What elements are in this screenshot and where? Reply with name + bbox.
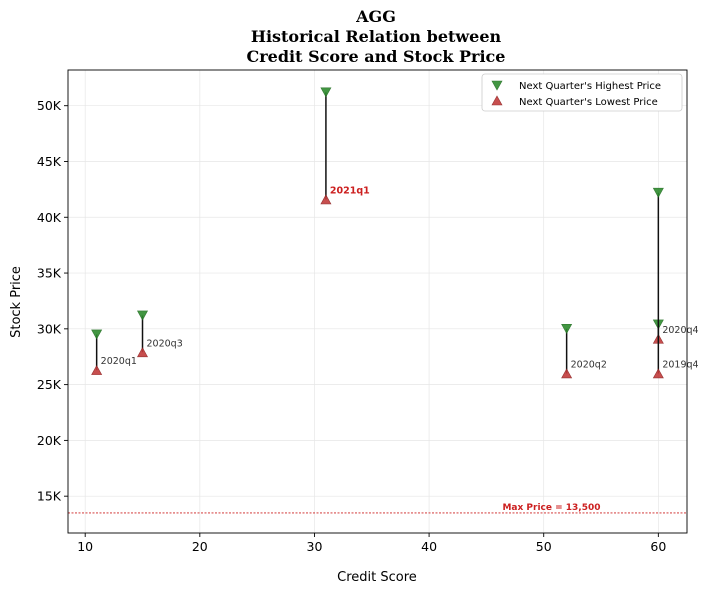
y-tick-label: 45K xyxy=(37,154,62,169)
legend: Next Quarter's Highest Price Next Quarte… xyxy=(481,73,683,112)
axes: 10 20 30 40 50 60 15K 20K 25K 30K 35K 40K 45K 50K xyxy=(37,98,666,554)
y-tick-label: 30K xyxy=(37,321,62,336)
y-tick-label: 50K xyxy=(37,98,62,113)
point-label: 2020q2 xyxy=(571,359,607,370)
high-price-marker xyxy=(91,329,103,340)
price-range-2020q1: 2020q1 xyxy=(91,329,137,375)
price-range-2019q4: 2019q4 xyxy=(652,187,699,379)
high-price-marker xyxy=(652,187,664,198)
x-tick-label: 10 xyxy=(77,539,93,554)
price-range-2020q3: 2020q3 xyxy=(136,310,183,358)
y-tick-label: 40K xyxy=(37,210,62,225)
low-price-marker xyxy=(91,364,103,375)
x-tick-label: 30 xyxy=(307,539,323,554)
x-axis-label: Credit Score xyxy=(337,570,417,585)
y-axis-label: Stock Price xyxy=(9,266,24,338)
low-price-marker xyxy=(320,194,332,205)
chart-title-line-2: Historical Relation between xyxy=(251,27,502,46)
point-label: 2020q1 xyxy=(101,356,137,367)
low-price-marker xyxy=(136,347,149,358)
legend-label-high: Next Quarter's Highest Price xyxy=(519,81,661,92)
legend-box xyxy=(481,73,683,112)
legend-label-low: Next Quarter's Lowest Price xyxy=(519,97,658,108)
high-price-marker xyxy=(561,324,573,334)
point-label: 2021q1 xyxy=(330,185,370,196)
x-tick-label: 40 xyxy=(421,539,437,554)
x-tick-label: 20 xyxy=(192,539,208,554)
price-range-2020q2: 2020q2 xyxy=(561,324,607,379)
price-range-2021q1: 2021q1 xyxy=(320,87,370,205)
data-layer: 2020q1 2020q3 2021q1 2020q2 2020q4 2019q4 xyxy=(91,87,699,379)
chart-title-line-3: Credit Score and Stock Price xyxy=(247,47,506,66)
legend-marker-low-icon xyxy=(491,95,503,106)
point-label: 2020q4 xyxy=(662,325,698,336)
x-tick-label: 60 xyxy=(650,539,666,554)
y-tick-label: 35K xyxy=(37,266,62,281)
plot-frame xyxy=(67,69,688,534)
low-price-marker xyxy=(652,368,664,379)
point-label: 2020q3 xyxy=(147,338,183,349)
reference-line-label: Max Price = 13,500 xyxy=(502,503,600,513)
y-tick-label: 15K xyxy=(37,489,62,504)
legend-marker-high-icon xyxy=(491,80,503,91)
reference-line-group: Max Price = 13,500 xyxy=(68,503,687,514)
high-price-marker xyxy=(320,87,332,98)
price-range-2020q4: 2020q4 xyxy=(652,319,699,344)
y-tick-label: 25K xyxy=(37,377,62,392)
low-price-marker xyxy=(561,368,573,379)
x-tick-label: 50 xyxy=(536,539,552,554)
high-price-marker xyxy=(136,310,149,321)
point-label: 2019q4 xyxy=(662,359,698,370)
chart-title-line-1: AGG xyxy=(355,7,396,26)
grid xyxy=(68,70,687,533)
y-tick-label: 20K xyxy=(37,433,62,448)
